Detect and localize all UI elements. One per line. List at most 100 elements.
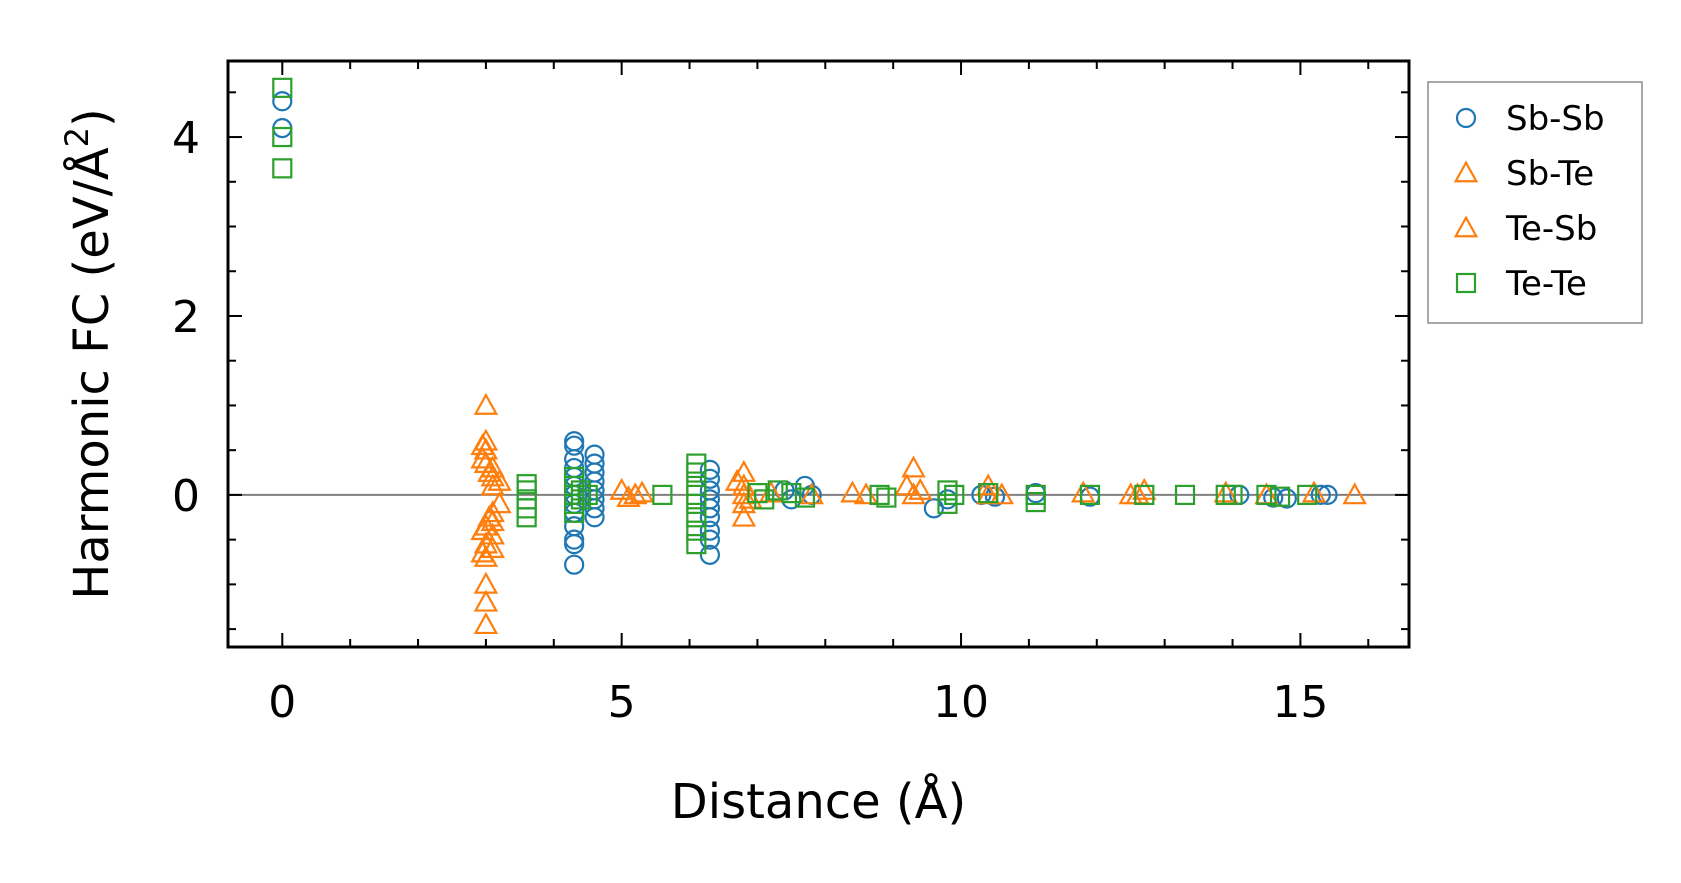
data-point xyxy=(686,507,707,528)
data-point xyxy=(699,520,721,541)
data-point xyxy=(629,480,655,503)
data-point xyxy=(923,498,944,519)
y-tick-label: 4 xyxy=(172,113,200,164)
data-point xyxy=(564,435,585,456)
x-tick-label: 5 xyxy=(608,677,636,728)
legend-marker xyxy=(1455,107,1477,129)
data-point xyxy=(699,544,721,565)
legend-label: Sb-Te xyxy=(1506,154,1594,194)
data-point xyxy=(724,468,750,491)
data-point xyxy=(1297,484,1318,506)
data-point xyxy=(1256,484,1277,506)
data-point xyxy=(487,491,512,514)
data-point xyxy=(272,158,293,179)
data-point xyxy=(477,504,502,527)
data-point xyxy=(686,534,707,555)
data-point xyxy=(699,507,721,528)
data-point xyxy=(470,446,495,469)
data-point xyxy=(876,487,897,508)
data-point xyxy=(686,493,707,514)
data-point xyxy=(272,91,293,112)
data-point xyxy=(564,554,585,575)
data-point xyxy=(869,484,890,506)
data-point xyxy=(1070,480,1096,503)
legend-marker xyxy=(1455,272,1477,294)
legend: Sb-Sb Sb-Te Te-Sb Te-Te xyxy=(1427,81,1643,324)
data-points xyxy=(272,77,1367,635)
data-point xyxy=(731,504,757,527)
data-point xyxy=(584,507,605,528)
legend-label: Sb-Sb xyxy=(1506,99,1605,139)
data-point xyxy=(1079,484,1101,506)
data-point xyxy=(944,484,965,506)
data-point xyxy=(470,540,495,563)
data-point xyxy=(731,459,757,482)
data-point xyxy=(686,462,707,483)
data-point xyxy=(794,487,816,508)
data-point xyxy=(564,431,585,452)
data-point xyxy=(894,473,919,496)
data-point xyxy=(1269,486,1291,507)
y-axis-title: Harmonic FC (eV/Å2) xyxy=(58,108,120,600)
y-axis-title-close: ) xyxy=(64,108,120,127)
data-point xyxy=(699,468,721,489)
data-point xyxy=(1222,484,1243,506)
legend-box xyxy=(1427,81,1643,324)
x-tick-label: 10 xyxy=(933,677,989,728)
data-point xyxy=(1301,480,1327,503)
data-point xyxy=(767,480,788,501)
data-point xyxy=(272,77,293,98)
x-tick-label: 0 xyxy=(268,677,296,728)
data-point xyxy=(480,473,505,496)
data-point xyxy=(901,455,926,478)
axis-ticks xyxy=(228,61,1409,647)
data-point xyxy=(564,534,585,555)
tick-labels: 0 5 10 15 0 2 4 xyxy=(172,113,1328,728)
data-point xyxy=(564,502,585,523)
legend-label: Te-Sb xyxy=(1505,209,1597,249)
data-point xyxy=(473,589,499,612)
data-point xyxy=(781,483,802,504)
y-tick-label: 0 xyxy=(172,471,200,522)
data-point xyxy=(473,392,499,415)
data-point xyxy=(1342,482,1367,505)
data-point xyxy=(473,612,499,635)
data-point xyxy=(1174,484,1196,506)
data-point xyxy=(1025,491,1046,513)
legend-marker xyxy=(1453,215,1479,238)
data-point xyxy=(470,433,495,456)
legend-label: Te-Te xyxy=(1505,264,1587,304)
data-point xyxy=(937,480,958,501)
data-point xyxy=(699,459,721,480)
y-axis-title-main: Harmonic FC (eV/Å xyxy=(63,147,120,600)
legend-item: Te-Sb xyxy=(1453,209,1597,249)
data-point xyxy=(686,520,707,541)
data-point xyxy=(652,484,673,506)
data-point xyxy=(570,489,592,510)
data-point xyxy=(840,480,865,503)
data-point xyxy=(470,518,495,541)
plot-frame xyxy=(226,59,1411,649)
data-point xyxy=(1317,484,1338,506)
legend-item: Sb-Sb xyxy=(1455,99,1605,139)
legend-item: Te-Te xyxy=(1455,264,1587,304)
data-point xyxy=(747,483,768,504)
data-point xyxy=(480,522,505,545)
data-point xyxy=(1134,484,1155,506)
data-point xyxy=(477,459,502,482)
data-point xyxy=(978,483,999,504)
legend-item: Sb-Te xyxy=(1453,154,1594,194)
data-point xyxy=(1310,484,1331,506)
y-axis-title-superscript: 2 xyxy=(58,127,96,147)
series-te-te xyxy=(272,77,1318,555)
data-point xyxy=(799,482,824,505)
y-tick-label: 2 xyxy=(172,292,200,343)
data-point xyxy=(564,529,585,550)
data-point xyxy=(577,484,598,506)
series-sb-te xyxy=(473,392,1367,635)
legend-marker xyxy=(1453,160,1479,183)
x-axis-title: Distance (Å) xyxy=(671,773,966,830)
data-point xyxy=(1213,480,1238,503)
data-point xyxy=(516,507,537,528)
